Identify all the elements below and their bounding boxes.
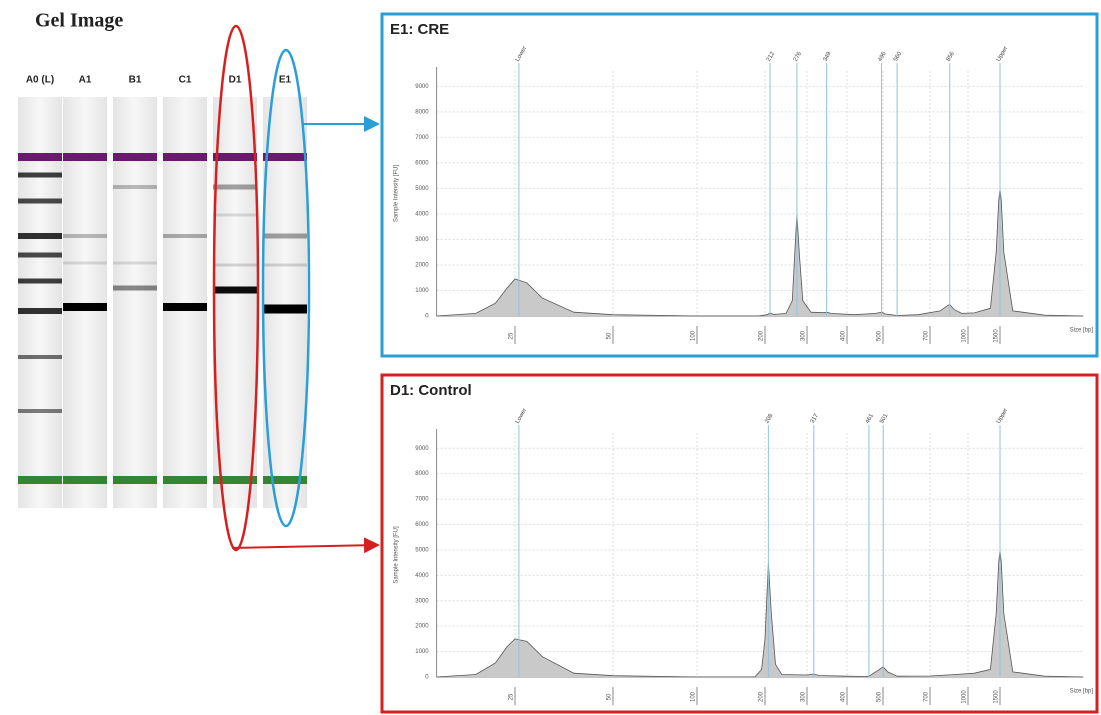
y-axis-label: Sample Intensity [FU] [394,164,400,222]
marker-band [18,153,62,161]
y-tick-label: 9000 [415,84,429,90]
chart-title: D1: Control [390,382,472,399]
gel-band [163,303,207,311]
x-tick-label: 700 [924,330,930,341]
chart-frame [382,375,1097,712]
gel-band [18,233,62,239]
y-axis-label: Sample Intensity [FU] [394,526,400,584]
gel-band [263,264,307,267]
chart-title: E1: CRE [390,21,449,38]
gel-band [213,185,257,190]
y-tick-label: 7000 [415,497,429,503]
gel-band [18,308,62,314]
x-tick-label: 400 [841,691,847,702]
x-tick-label: 500 [877,691,883,702]
marker-band [113,476,157,484]
x-tick-label: 300 [801,691,807,702]
marker-band [163,153,207,161]
gel-band [18,253,62,258]
lane-label: A1 [79,75,92,86]
gel-band [263,234,307,239]
electropherogram: D1: Control01000200030004000500060007000… [382,375,1097,712]
y-tick-label: 1000 [415,649,429,655]
x-tick-label: 25 [509,332,515,339]
y-tick-label: 3000 [415,237,429,243]
gel-band [18,199,62,204]
x-tick-label: 25 [509,693,515,700]
gel-band [63,303,107,311]
gel-band [18,173,62,178]
y-tick-label: 9000 [415,446,429,452]
x-tick-label: 700 [924,691,930,702]
x-tick-label: 50 [607,332,613,339]
gel-band [163,234,207,238]
marker-band [163,476,207,484]
gel-band [213,287,257,294]
y-tick-label: 2000 [415,263,429,269]
gel-band [263,305,307,314]
y-tick-label: 4000 [415,211,429,217]
gel-title: Gel Image [35,10,123,32]
y-tick-label: 8000 [415,109,429,115]
y-tick-label: 5000 [415,547,429,553]
x-axis-label: Size [bp] [1070,689,1094,695]
marker-band [113,153,157,161]
marker-band [63,153,107,161]
gel-band [18,355,62,359]
gel-band [18,409,62,413]
lane-label: B1 [129,75,142,86]
lane-label: D1 [229,75,242,86]
y-tick-label: 3000 [415,598,429,604]
y-tick-label: 8000 [415,471,429,477]
x-tick-label: 50 [607,693,613,700]
y-tick-label: 1000 [415,288,429,294]
electropherogram: E1: CRE010002000300040005000600070008000… [382,14,1097,356]
x-tick-label: 400 [841,330,847,341]
lane-label: E1 [279,75,292,86]
x-tick-label: 100 [691,691,697,702]
x-tick-label: 300 [801,330,807,341]
gel-band [213,214,257,217]
marker-band [18,476,62,484]
x-tick-label: 1500 [994,329,1000,343]
y-tick-label: 7000 [415,135,429,141]
y-tick-label: 2000 [415,624,429,630]
x-tick-label: 100 [691,330,697,341]
gel-band [63,262,107,265]
gel-band [113,286,157,291]
x-tick-label: 1000 [962,690,968,704]
lane-label: C1 [179,75,192,86]
x-tick-label: 200 [759,691,765,702]
lane-label: A0 (L) [26,75,54,86]
gel-band [18,279,62,284]
x-tick-label: 200 [759,330,765,341]
gel-band [113,262,157,265]
marker-band [213,153,257,161]
marker-band [263,153,307,161]
x-tick-label: 1000 [962,329,968,343]
y-tick-label: 6000 [415,160,429,166]
chart-frame [382,14,1097,356]
x-tick-label: 500 [877,330,883,341]
y-tick-label: 4000 [415,573,429,579]
y-tick-label: 6000 [415,522,429,528]
figure: Gel Image A0 (L)A1B1C1D1E1 E1: CRE010002… [0,0,1101,715]
gel-band [213,264,257,267]
x-axis-label: Size [bp] [1070,328,1094,334]
marker-band [63,476,107,484]
gel-band [63,234,107,238]
y-tick-label: 5000 [415,186,429,192]
x-tick-label: 1500 [994,690,1000,704]
gel-band [113,185,157,189]
